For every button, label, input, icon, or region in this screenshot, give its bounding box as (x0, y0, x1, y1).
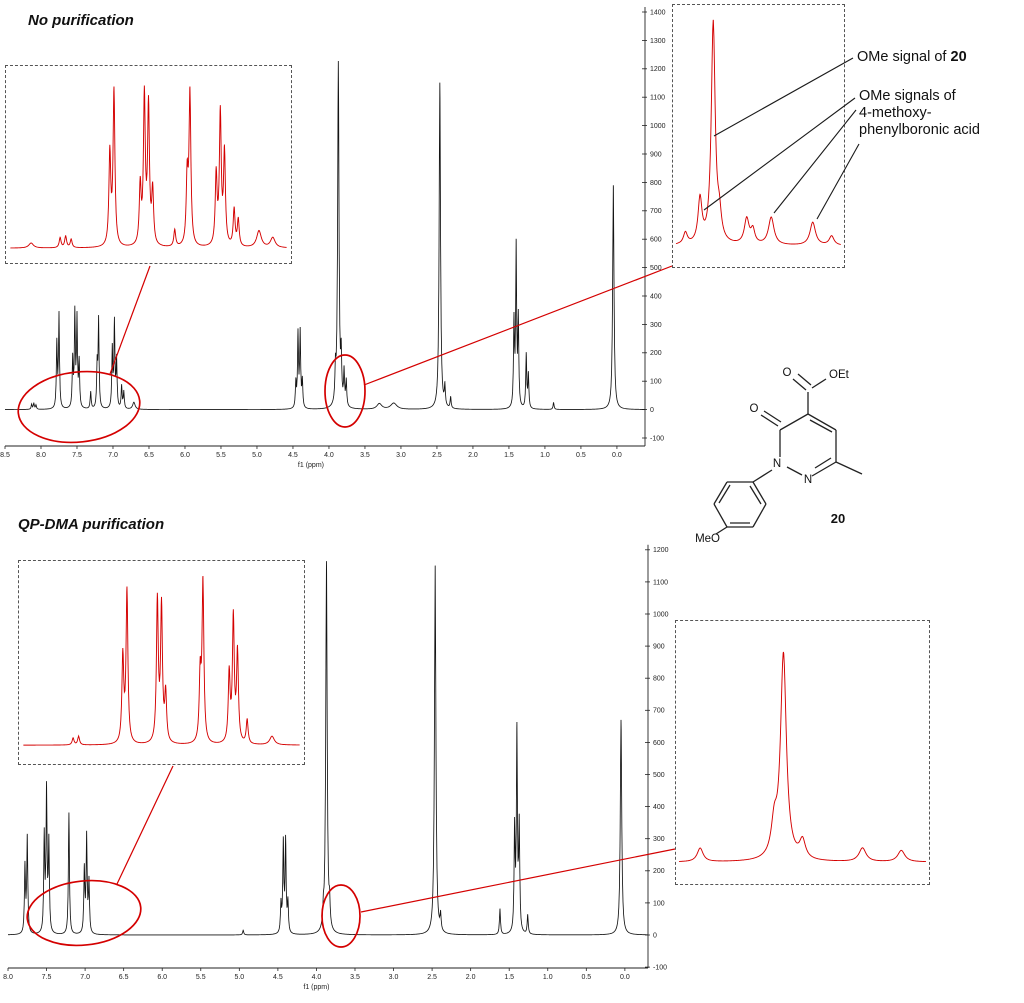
svg-text:6.5: 6.5 (144, 452, 154, 459)
svg-text:500: 500 (650, 265, 662, 272)
ring-carbonyl-O-label: O (750, 403, 759, 415)
svg-text:3.0: 3.0 (396, 452, 406, 459)
svg-text:2.5: 2.5 (432, 452, 442, 459)
svg-text:100: 100 (650, 379, 662, 386)
svg-text:500: 500 (653, 772, 665, 779)
svg-text:300: 300 (650, 322, 662, 329)
svg-text:0: 0 (650, 407, 654, 414)
svg-text:6.0: 6.0 (157, 974, 167, 981)
svg-text:600: 600 (650, 237, 662, 244)
structure-atom-labels: O OEt O N N MeO 20 (695, 367, 850, 542)
svg-text:7.0: 7.0 (108, 452, 118, 459)
svg-text:1.5: 1.5 (504, 974, 514, 981)
svg-text:6.0: 6.0 (180, 452, 190, 459)
svg-text:0.0: 0.0 (620, 974, 630, 981)
svg-text:5.5: 5.5 (216, 452, 226, 459)
svg-text:2.0: 2.0 (468, 452, 478, 459)
svg-text:600: 600 (653, 740, 665, 747)
ring-N2-label: N (773, 458, 781, 470)
svg-text:7.5: 7.5 (72, 452, 82, 459)
svg-text:4.5: 4.5 (288, 452, 298, 459)
svg-text:900: 900 (650, 151, 662, 158)
svg-text:-100: -100 (653, 965, 667, 972)
svg-text:8.0: 8.0 (36, 452, 46, 459)
svg-text:1200: 1200 (650, 66, 666, 73)
bottom-aromatic-zoom-plot (23, 575, 300, 746)
svg-text:100: 100 (653, 900, 665, 907)
boronic-annotation-line2: 4-methoxy- (859, 105, 932, 121)
svg-text:6.5: 6.5 (119, 974, 129, 981)
svg-text:0.5: 0.5 (576, 452, 586, 459)
svg-text:f1 (ppm): f1 (ppm) (303, 984, 329, 991)
svg-text:7.5: 7.5 (42, 974, 52, 981)
svg-text:5.0: 5.0 (234, 974, 244, 981)
svg-text:400: 400 (653, 804, 665, 811)
top-section-title: No purification (28, 12, 134, 29)
ester-carbonyl-O-label: O (783, 367, 792, 379)
compound-number-label: 20 (831, 511, 845, 526)
top-ome-zoom-inset (672, 4, 845, 268)
ester-OEt-label: OEt (829, 369, 850, 381)
svg-text:7.0: 7.0 (80, 974, 90, 981)
top-aromatic-zoom-inset (5, 65, 292, 264)
ome-signal-annotation: OMe signal of 20 (857, 49, 967, 66)
compound-number-ref: 20 (950, 49, 967, 65)
svg-text:8.0: 8.0 (3, 974, 13, 981)
svg-text:1000: 1000 (653, 611, 669, 618)
svg-text:0.5: 0.5 (581, 974, 591, 981)
bottom-ome-zoom-inset (675, 620, 930, 885)
compound-20-structure: O OEt O N N MeO 20 (695, 367, 863, 542)
svg-text:1100: 1100 (650, 95, 665, 102)
top-ome-zoom-plot (675, 19, 841, 245)
svg-text:2.5: 2.5 (427, 974, 437, 981)
ring-N1-label: N (804, 474, 812, 486)
methoxy-label: MeO (695, 533, 720, 542)
top-aromatic-zoom-plot (10, 85, 287, 249)
svg-text:0.0: 0.0 (612, 452, 622, 459)
svg-text:5.5: 5.5 (196, 974, 206, 981)
svg-text:1.5: 1.5 (504, 452, 514, 459)
svg-text:2.0: 2.0 (466, 974, 476, 981)
svg-text:1100: 1100 (653, 579, 668, 586)
svg-text:700: 700 (650, 208, 662, 215)
svg-text:1000: 1000 (650, 123, 666, 130)
svg-text:400: 400 (650, 293, 662, 300)
svg-text:4.0: 4.0 (324, 452, 334, 459)
svg-text:8.5: 8.5 (0, 452, 10, 459)
boronic-annotation-line3: phenylboronic acid (859, 122, 980, 138)
svg-text:300: 300 (653, 836, 665, 843)
structure-bonds (713, 373, 863, 535)
svg-text:3.5: 3.5 (360, 452, 370, 459)
svg-text:700: 700 (653, 708, 665, 715)
svg-text:5.0: 5.0 (252, 452, 262, 459)
svg-text:1400: 1400 (650, 9, 666, 16)
bottom-section-title: QP-DMA purification (18, 516, 165, 533)
svg-text:4.0: 4.0 (312, 974, 322, 981)
svg-text:200: 200 (653, 868, 665, 875)
boronic-annotation-line1: OMe signals of (859, 88, 956, 104)
boronic-acid-annotation: OMe signals of 4-methoxy- phenylboronic … (859, 88, 980, 139)
svg-text:1.0: 1.0 (543, 974, 553, 981)
svg-text:1300: 1300 (650, 38, 666, 45)
svg-text:3.5: 3.5 (350, 974, 360, 981)
svg-text:800: 800 (650, 180, 662, 187)
bottom-ome-zoom-plot (678, 651, 927, 863)
bottom-aromatic-zoom-inset (18, 560, 305, 765)
svg-text:900: 900 (653, 644, 665, 651)
svg-text:1.0: 1.0 (540, 452, 550, 459)
svg-text:200: 200 (650, 350, 662, 357)
svg-text:0: 0 (653, 932, 657, 939)
svg-text:1200: 1200 (653, 547, 669, 554)
svg-text:800: 800 (653, 676, 665, 683)
ome-signal-annotation-text: OMe signal of (857, 49, 951, 65)
svg-text:-100: -100 (650, 435, 664, 442)
svg-text:4.5: 4.5 (273, 974, 283, 981)
svg-text:3.0: 3.0 (389, 974, 399, 981)
svg-text:f1 (ppm): f1 (ppm) (298, 462, 324, 469)
